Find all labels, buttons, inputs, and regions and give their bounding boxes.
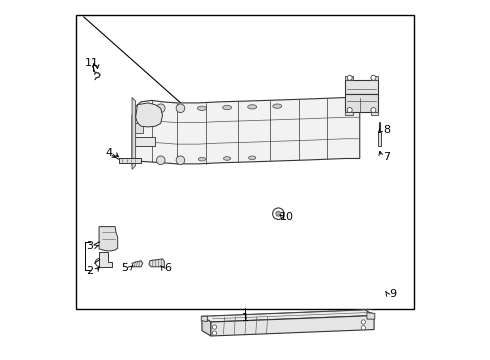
Polygon shape <box>132 137 155 146</box>
Text: 8: 8 <box>383 125 390 135</box>
Ellipse shape <box>198 157 205 161</box>
Circle shape <box>176 104 185 113</box>
Circle shape <box>276 211 281 216</box>
Polygon shape <box>132 261 143 267</box>
Polygon shape <box>132 98 136 169</box>
Text: 7: 7 <box>383 152 390 162</box>
Circle shape <box>156 104 165 113</box>
Ellipse shape <box>273 104 282 108</box>
Polygon shape <box>370 76 378 80</box>
Polygon shape <box>202 310 374 322</box>
Ellipse shape <box>222 105 232 110</box>
Text: 2: 2 <box>87 266 94 276</box>
Polygon shape <box>378 132 381 146</box>
Polygon shape <box>345 80 378 94</box>
Circle shape <box>272 208 284 220</box>
Bar <box>76 15 414 309</box>
Polygon shape <box>370 112 378 116</box>
Circle shape <box>371 108 376 113</box>
Polygon shape <box>345 76 353 80</box>
Circle shape <box>176 156 185 165</box>
Text: 1: 1 <box>242 313 248 323</box>
Text: 3: 3 <box>87 241 94 251</box>
Polygon shape <box>201 316 207 321</box>
Polygon shape <box>211 316 374 336</box>
Polygon shape <box>132 98 360 166</box>
Polygon shape <box>202 316 211 336</box>
Circle shape <box>361 320 366 324</box>
Circle shape <box>156 156 165 165</box>
Text: 6: 6 <box>165 263 172 273</box>
Circle shape <box>347 108 352 113</box>
Ellipse shape <box>247 105 257 109</box>
Circle shape <box>212 325 217 329</box>
Polygon shape <box>345 112 353 116</box>
Polygon shape <box>99 226 118 251</box>
Text: 9: 9 <box>389 289 396 299</box>
Polygon shape <box>367 313 375 319</box>
Ellipse shape <box>223 157 231 160</box>
Circle shape <box>347 75 352 80</box>
Polygon shape <box>132 123 143 134</box>
Polygon shape <box>99 252 112 267</box>
Circle shape <box>361 325 366 330</box>
Circle shape <box>212 331 217 335</box>
Text: 1: 1 <box>242 313 248 323</box>
Text: 11: 11 <box>84 58 98 68</box>
Polygon shape <box>345 94 378 112</box>
Polygon shape <box>149 259 164 267</box>
Text: 4: 4 <box>105 148 112 158</box>
Polygon shape <box>119 158 141 163</box>
Text: 10: 10 <box>280 212 294 221</box>
Circle shape <box>371 75 376 80</box>
Polygon shape <box>136 103 163 127</box>
Ellipse shape <box>248 156 256 159</box>
Ellipse shape <box>197 106 206 111</box>
Text: 5: 5 <box>122 263 128 273</box>
